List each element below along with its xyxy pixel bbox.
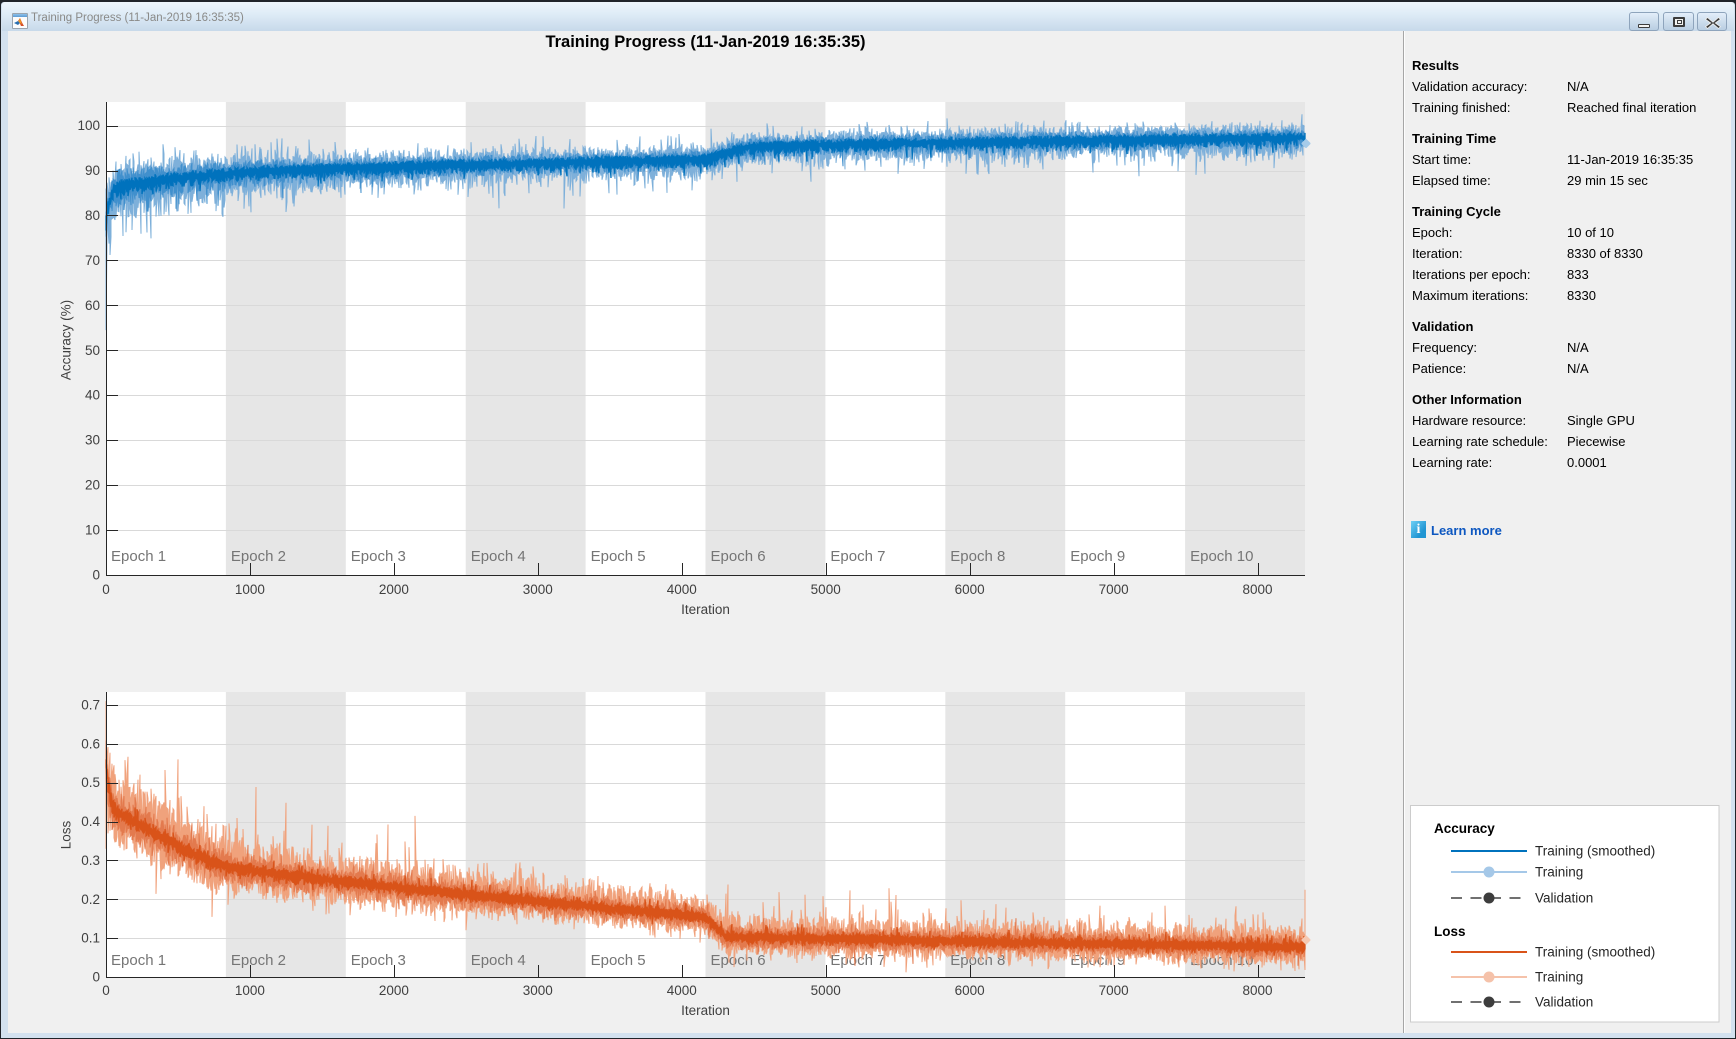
svg-text:50: 50	[85, 343, 100, 358]
svg-text:Loss: Loss	[1434, 924, 1466, 939]
svg-text:Training (smoothed): Training (smoothed)	[1535, 945, 1655, 960]
svg-text:Epoch 3: Epoch 3	[351, 952, 406, 969]
svg-text:80: 80	[85, 208, 100, 223]
svg-text:3000: 3000	[523, 582, 553, 597]
svg-text:0: 0	[102, 582, 110, 597]
svg-text:0: 0	[102, 983, 110, 998]
svg-text:40: 40	[85, 388, 100, 403]
svg-text:6000: 6000	[955, 582, 985, 597]
svg-text:Epoch 3: Epoch 3	[351, 548, 406, 565]
svg-text:Epoch 6: Epoch 6	[711, 548, 766, 565]
svg-text:0.4: 0.4	[81, 814, 100, 829]
svg-text:0: 0	[92, 568, 100, 583]
svg-text:Training (smoothed): Training (smoothed)	[1535, 844, 1655, 859]
svg-text:2000: 2000	[379, 983, 409, 998]
svg-text:Epoch 4: Epoch 4	[471, 548, 526, 565]
svg-text:10: 10	[85, 523, 100, 538]
svg-text:Epoch 6: Epoch 6	[711, 952, 766, 969]
svg-text:0.5: 0.5	[81, 775, 100, 790]
svg-text:Training: Training	[1535, 970, 1583, 985]
svg-text:4000: 4000	[667, 983, 697, 998]
svg-text:Epoch 4: Epoch 4	[471, 952, 526, 969]
svg-text:Epoch 8: Epoch 8	[950, 952, 1005, 969]
svg-text:0.1: 0.1	[81, 931, 100, 946]
svg-text:6000: 6000	[955, 983, 985, 998]
svg-text:100: 100	[77, 118, 100, 133]
svg-text:Epoch 8: Epoch 8	[950, 548, 1005, 565]
svg-text:Validation: Validation	[1535, 891, 1593, 906]
svg-text:1000: 1000	[235, 983, 265, 998]
svg-text:7000: 7000	[1099, 983, 1129, 998]
svg-text:Epoch 9: Epoch 9	[1070, 548, 1125, 565]
svg-text:1000: 1000	[235, 582, 265, 597]
svg-text:Epoch 1: Epoch 1	[111, 952, 166, 969]
svg-text:70: 70	[85, 253, 100, 268]
svg-text:Loss: Loss	[59, 820, 74, 849]
svg-text:0.6: 0.6	[81, 736, 100, 751]
svg-text:Epoch 10: Epoch 10	[1190, 548, 1253, 565]
svg-text:Accuracy (%): Accuracy (%)	[59, 300, 74, 380]
svg-text:5000: 5000	[811, 582, 841, 597]
svg-text:Training: Training	[1535, 865, 1583, 880]
svg-text:Iteration: Iteration	[681, 602, 730, 617]
svg-text:Accuracy: Accuracy	[1434, 821, 1495, 836]
svg-text:0.3: 0.3	[81, 853, 100, 868]
svg-text:Epoch 2: Epoch 2	[231, 548, 286, 565]
svg-text:7000: 7000	[1099, 582, 1129, 597]
svg-text:0: 0	[92, 970, 100, 985]
svg-text:20: 20	[85, 478, 100, 493]
svg-text:Epoch 5: Epoch 5	[591, 952, 646, 969]
svg-text:Epoch 7: Epoch 7	[830, 548, 885, 565]
svg-text:Epoch 1: Epoch 1	[111, 548, 166, 565]
svg-text:Iteration: Iteration	[681, 1003, 730, 1018]
svg-text:5000: 5000	[811, 983, 841, 998]
svg-text:3000: 3000	[523, 983, 553, 998]
svg-text:4000: 4000	[667, 582, 697, 597]
svg-text:Epoch 2: Epoch 2	[231, 952, 286, 969]
svg-text:Validation: Validation	[1535, 995, 1593, 1010]
svg-text:8000: 8000	[1242, 582, 1272, 597]
svg-text:2000: 2000	[379, 582, 409, 597]
svg-text:60: 60	[85, 298, 100, 313]
svg-text:8000: 8000	[1242, 983, 1272, 998]
svg-text:Epoch 7: Epoch 7	[830, 952, 885, 969]
svg-text:0.7: 0.7	[81, 698, 100, 713]
svg-text:Epoch 5: Epoch 5	[591, 548, 646, 565]
svg-text:30: 30	[85, 433, 100, 448]
svg-text:90: 90	[85, 163, 100, 178]
svg-text:0.2: 0.2	[81, 892, 100, 907]
